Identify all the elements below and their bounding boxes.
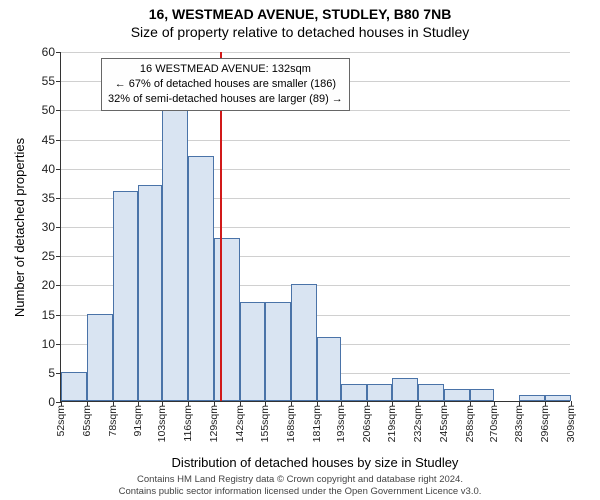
y-tick-label: 50	[42, 103, 55, 117]
x-tick-label: 206sqm	[361, 405, 373, 442]
footer-line-1: Contains HM Land Registry data © Crown c…	[0, 474, 600, 485]
histogram-bar	[367, 384, 393, 402]
x-tick-label: 232sqm	[412, 405, 424, 442]
y-tick-mark	[56, 81, 61, 82]
callout-line3: 32% of semi-detached houses are larger (…	[108, 92, 343, 107]
callout-line2: ← 67% of detached houses are smaller (18…	[108, 77, 343, 92]
y-tick-label: 15	[42, 308, 55, 322]
y-tick-mark	[56, 169, 61, 170]
gridline	[61, 52, 570, 53]
y-tick-label: 35	[42, 191, 55, 205]
histogram-bar	[545, 395, 571, 401]
y-tick-mark	[56, 227, 61, 228]
plot-area: 05101520253035404550556052sqm65sqm78sqm9…	[60, 52, 570, 402]
x-axis-label: Distribution of detached houses by size …	[60, 455, 570, 470]
histogram-bar	[240, 302, 266, 401]
chart-container: 16, WESTMEAD AVENUE, STUDLEY, B80 7NB Si…	[0, 0, 600, 500]
x-tick-label: 309sqm	[565, 405, 577, 442]
y-tick-label: 5	[48, 366, 55, 380]
histogram-bar	[188, 156, 214, 401]
histogram-bar	[317, 337, 341, 401]
histogram-bar	[138, 185, 162, 401]
histogram-bar	[341, 384, 367, 402]
x-tick-label: 142sqm	[234, 405, 246, 442]
y-axis-label-wrap: Number of detached properties	[12, 52, 28, 402]
x-tick-label: 52sqm	[55, 405, 67, 437]
histogram-bar	[444, 389, 470, 401]
callout-box: 16 WESTMEAD AVENUE: 132sqm← 67% of detac…	[101, 58, 350, 111]
y-tick-label: 0	[48, 395, 55, 409]
histogram-bar	[392, 378, 418, 401]
y-tick-mark	[56, 344, 61, 345]
x-tick-label: 296sqm	[539, 405, 551, 442]
x-tick-label: 219sqm	[386, 405, 398, 442]
x-tick-label: 168sqm	[285, 405, 297, 442]
gridline	[61, 140, 570, 141]
histogram-bar	[87, 314, 113, 402]
y-axis-label: Number of detached properties	[13, 137, 28, 316]
callout-line1: 16 WESTMEAD AVENUE: 132sqm	[108, 62, 343, 77]
y-tick-mark	[56, 285, 61, 286]
histogram-bar	[61, 372, 87, 401]
y-tick-label: 30	[42, 220, 55, 234]
y-tick-label: 55	[42, 74, 55, 88]
x-tick-label: 103sqm	[156, 405, 168, 442]
y-tick-mark	[56, 110, 61, 111]
histogram-bar	[265, 302, 291, 401]
chart-title-address: 16, WESTMEAD AVENUE, STUDLEY, B80 7NB	[0, 0, 600, 22]
y-tick-label: 60	[42, 45, 55, 59]
x-tick-label: 116sqm	[182, 405, 194, 442]
x-tick-label: 91sqm	[132, 405, 144, 437]
histogram-bar	[519, 395, 545, 401]
histogram-bar	[214, 238, 240, 401]
x-tick-label: 181sqm	[311, 405, 323, 442]
x-tick-label: 65sqm	[81, 405, 93, 437]
footer-attribution: Contains HM Land Registry data © Crown c…	[0, 474, 600, 497]
x-tick-label: 155sqm	[259, 405, 271, 442]
y-tick-label: 10	[42, 337, 55, 351]
y-tick-mark	[56, 198, 61, 199]
x-tick-label: 283sqm	[513, 405, 525, 442]
histogram-bar	[291, 284, 317, 401]
histogram-bar	[162, 104, 188, 402]
y-tick-label: 45	[42, 133, 55, 147]
histogram-bar	[418, 384, 444, 402]
y-tick-label: 20	[42, 278, 55, 292]
x-tick-label: 258sqm	[464, 405, 476, 442]
histogram-bar	[470, 389, 494, 401]
y-tick-label: 40	[42, 162, 55, 176]
footer-line-2: Contains public sector information licen…	[0, 486, 600, 497]
x-tick-label: 270sqm	[488, 405, 500, 442]
histogram-bar	[113, 191, 139, 401]
x-tick-label: 129sqm	[208, 405, 220, 442]
y-tick-mark	[56, 140, 61, 141]
y-tick-mark	[56, 52, 61, 53]
x-tick-label: 78sqm	[107, 405, 119, 437]
x-tick-label: 193sqm	[335, 405, 347, 442]
y-tick-mark	[56, 315, 61, 316]
y-tick-label: 25	[42, 249, 55, 263]
y-tick-mark	[56, 256, 61, 257]
chart-subtitle: Size of property relative to detached ho…	[0, 22, 600, 40]
gridline	[61, 169, 570, 170]
x-tick-label: 245sqm	[438, 405, 450, 442]
